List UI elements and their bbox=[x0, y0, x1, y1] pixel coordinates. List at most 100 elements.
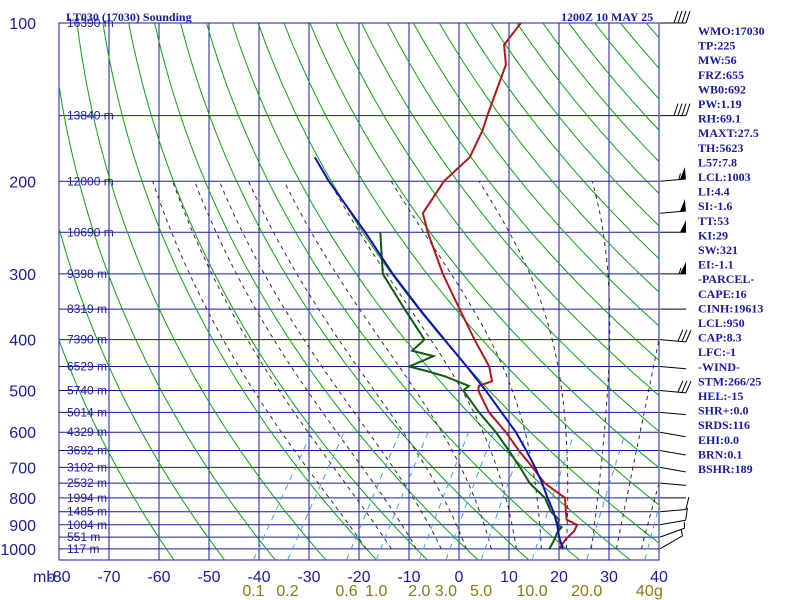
index-line: KI:29 bbox=[698, 228, 728, 242]
dry-adiabat bbox=[464, 23, 659, 260]
axis-labels: -80 -70 -60 -50 -40 -30 -20 -10 0 10 20 30 40 100 200 3… bbox=[0, 16, 668, 600]
barb-staff bbox=[659, 527, 685, 538]
barb-flag bbox=[685, 330, 692, 343]
height-label: 16390 m bbox=[67, 16, 114, 30]
index-line: BRN:0.1 bbox=[698, 447, 742, 461]
barb-half-flag bbox=[678, 173, 681, 180]
index-line: L57:7.8 bbox=[698, 155, 737, 169]
mixing-ratio-line bbox=[418, 432, 470, 560]
moist-adiabat bbox=[590, 181, 611, 549]
dry-adiabat bbox=[568, 23, 659, 131]
mixing-ratio-label: 5.0 bbox=[470, 583, 492, 600]
barb-flag bbox=[685, 497, 690, 510]
y-tick-label: 600 bbox=[9, 425, 36, 442]
wind-barb bbox=[660, 10, 691, 24]
x-tick-label: -50 bbox=[197, 569, 220, 586]
dry-adiabat bbox=[438, 23, 659, 293]
moist-adiabat bbox=[640, 481, 659, 550]
barb-flag bbox=[673, 10, 679, 24]
mixing-ratio-unit: g bbox=[654, 583, 663, 600]
dry-adiabat bbox=[154, 23, 479, 560]
barb-flag bbox=[677, 10, 683, 24]
wind-barb bbox=[659, 329, 692, 343]
barb-staff bbox=[659, 482, 686, 486]
barb-half-flag bbox=[678, 267, 682, 275]
moist-adiabat bbox=[248, 181, 467, 550]
height-label: 7390 m bbox=[67, 333, 107, 347]
wind-barb bbox=[659, 507, 688, 526]
index-line: CAPE:16 bbox=[698, 287, 747, 301]
wind-barb bbox=[660, 220, 686, 233]
index-line: TP:225 bbox=[698, 39, 735, 53]
height-label: 9398 m bbox=[67, 267, 107, 281]
y-tick-label: 200 bbox=[9, 174, 36, 191]
moist-adiabat bbox=[329, 181, 517, 549]
height-label: 5014 m bbox=[67, 405, 107, 419]
barb-staff bbox=[659, 210, 686, 214]
dry-adiabat bbox=[412, 23, 659, 327]
barb-flag bbox=[685, 10, 691, 24]
x-tick-label: 0 bbox=[455, 569, 464, 586]
height-label: 10690 m bbox=[67, 225, 114, 239]
height-label: 117 m bbox=[67, 542, 99, 556]
barb-staff bbox=[659, 535, 683, 550]
x-tick-label: -40 bbox=[247, 569, 270, 586]
dry-adiabat bbox=[257, 23, 659, 544]
mixing-ratio-line bbox=[586, 432, 627, 560]
barb-flag bbox=[685, 507, 688, 521]
barb-pennant bbox=[679, 198, 686, 212]
wind-barb bbox=[659, 167, 686, 182]
index-line: SI:-1.6 bbox=[698, 199, 732, 213]
barb-flag bbox=[681, 329, 688, 342]
index-line: SRDS:116 bbox=[698, 418, 750, 432]
parcel-profile bbox=[313, 156, 564, 550]
barb-staff bbox=[659, 508, 686, 513]
moist-adiabat bbox=[152, 181, 367, 550]
barb-pennant bbox=[680, 220, 686, 233]
x-tick-label: 30 bbox=[600, 569, 618, 586]
index-line: CAP:8.3 bbox=[698, 331, 742, 345]
height-label: 3102 m bbox=[67, 460, 107, 474]
barb-staff bbox=[659, 339, 686, 343]
y-tick-label: 300 bbox=[9, 267, 36, 284]
mixing-ratio-label: 0.2 bbox=[276, 583, 298, 600]
wind-barb bbox=[659, 521, 685, 538]
barb-flag bbox=[685, 381, 692, 394]
index-line: TT:53 bbox=[698, 214, 729, 228]
wind-barb bbox=[659, 380, 692, 394]
mixing-ratio-label: 0.1 bbox=[242, 583, 264, 600]
index-line: MAXT:27.5 bbox=[698, 126, 759, 140]
barb-flag bbox=[677, 380, 684, 393]
barb-flag bbox=[685, 103, 691, 116]
index-line: HEL:-15 bbox=[698, 389, 743, 403]
index-line: -PARCEL- bbox=[698, 272, 754, 286]
y-tick-label: 700 bbox=[9, 460, 36, 477]
dry-adiabat bbox=[128, 23, 428, 560]
barb-staff bbox=[659, 449, 686, 456]
dry-adiabat bbox=[205, 23, 580, 560]
barb-flag bbox=[681, 380, 688, 393]
height-label: 1004 m bbox=[67, 518, 107, 532]
barb-pennant bbox=[679, 167, 686, 180]
index-line: FRZ:655 bbox=[698, 68, 744, 82]
height-label: 5740 m bbox=[67, 384, 107, 398]
x-tick-label: 10 bbox=[500, 569, 518, 586]
index-line: LCL:950 bbox=[698, 316, 745, 330]
barb-flag bbox=[681, 103, 687, 116]
barb-flag bbox=[681, 10, 687, 24]
mixing-ratio-line bbox=[287, 431, 345, 560]
x-tick-label: -20 bbox=[347, 569, 370, 586]
height-label: 6529 m bbox=[67, 359, 107, 373]
sounding-profiles bbox=[313, 23, 579, 550]
mixing-ratio-line bbox=[480, 432, 528, 560]
mixing-ratio-label: 0.6 bbox=[335, 583, 357, 600]
adiabat-lines bbox=[59, 23, 659, 560]
height-label: 13840 m bbox=[67, 109, 114, 123]
dry-adiabat bbox=[490, 23, 659, 227]
y-tick-label: 900 bbox=[9, 518, 36, 535]
index-line: SW:321 bbox=[698, 243, 738, 257]
index-line: LFC:-1 bbox=[698, 345, 736, 359]
x-tick-label: -30 bbox=[297, 569, 320, 586]
barb-half-flag bbox=[680, 529, 684, 536]
